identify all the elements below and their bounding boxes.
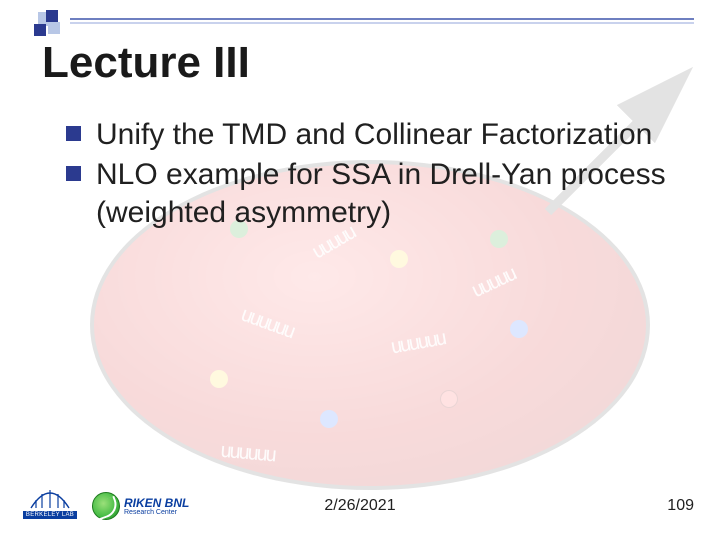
berkeley-lab-label: BERKELEY LAB [23,511,77,519]
bullet-item: Unify the TMD and Collinear Factorizatio… [66,116,678,154]
riken-bnl-logo: RIKEN BNL Research Center [92,492,189,520]
quark-dot [440,390,458,408]
riken-badge-icon [92,492,120,520]
riken-sub-label: Research Center [124,509,189,516]
footer-page-number: 109 [667,497,694,515]
quark-dot [390,250,408,268]
riken-text: RIKEN BNL Research Center [124,497,189,516]
bullet-list: Unify the TMD and Collinear Factorizatio… [42,116,678,231]
slide-footer: BERKELEY LAB RIKEN BNL Research Center 2… [0,482,720,530]
quark-dot [510,320,528,338]
slide-title: Lecture III [42,38,678,88]
quark-dot [490,230,508,248]
quark-dot [210,370,228,388]
slide-content: Lecture III Unify the TMD and Collinear … [0,0,720,231]
berkeley-lab-icon [29,486,71,510]
gluon-spiral: uuuuuu [219,438,275,467]
footer-logos: BERKELEY LAB RIKEN BNL Research Center [16,486,189,526]
riken-main-label: RIKEN BNL [124,497,189,509]
quark-dot [320,410,338,428]
bullet-item: NLO example for SSA in Drell-Yan process… [66,156,678,232]
berkeley-lab-logo: BERKELEY LAB [16,486,84,526]
